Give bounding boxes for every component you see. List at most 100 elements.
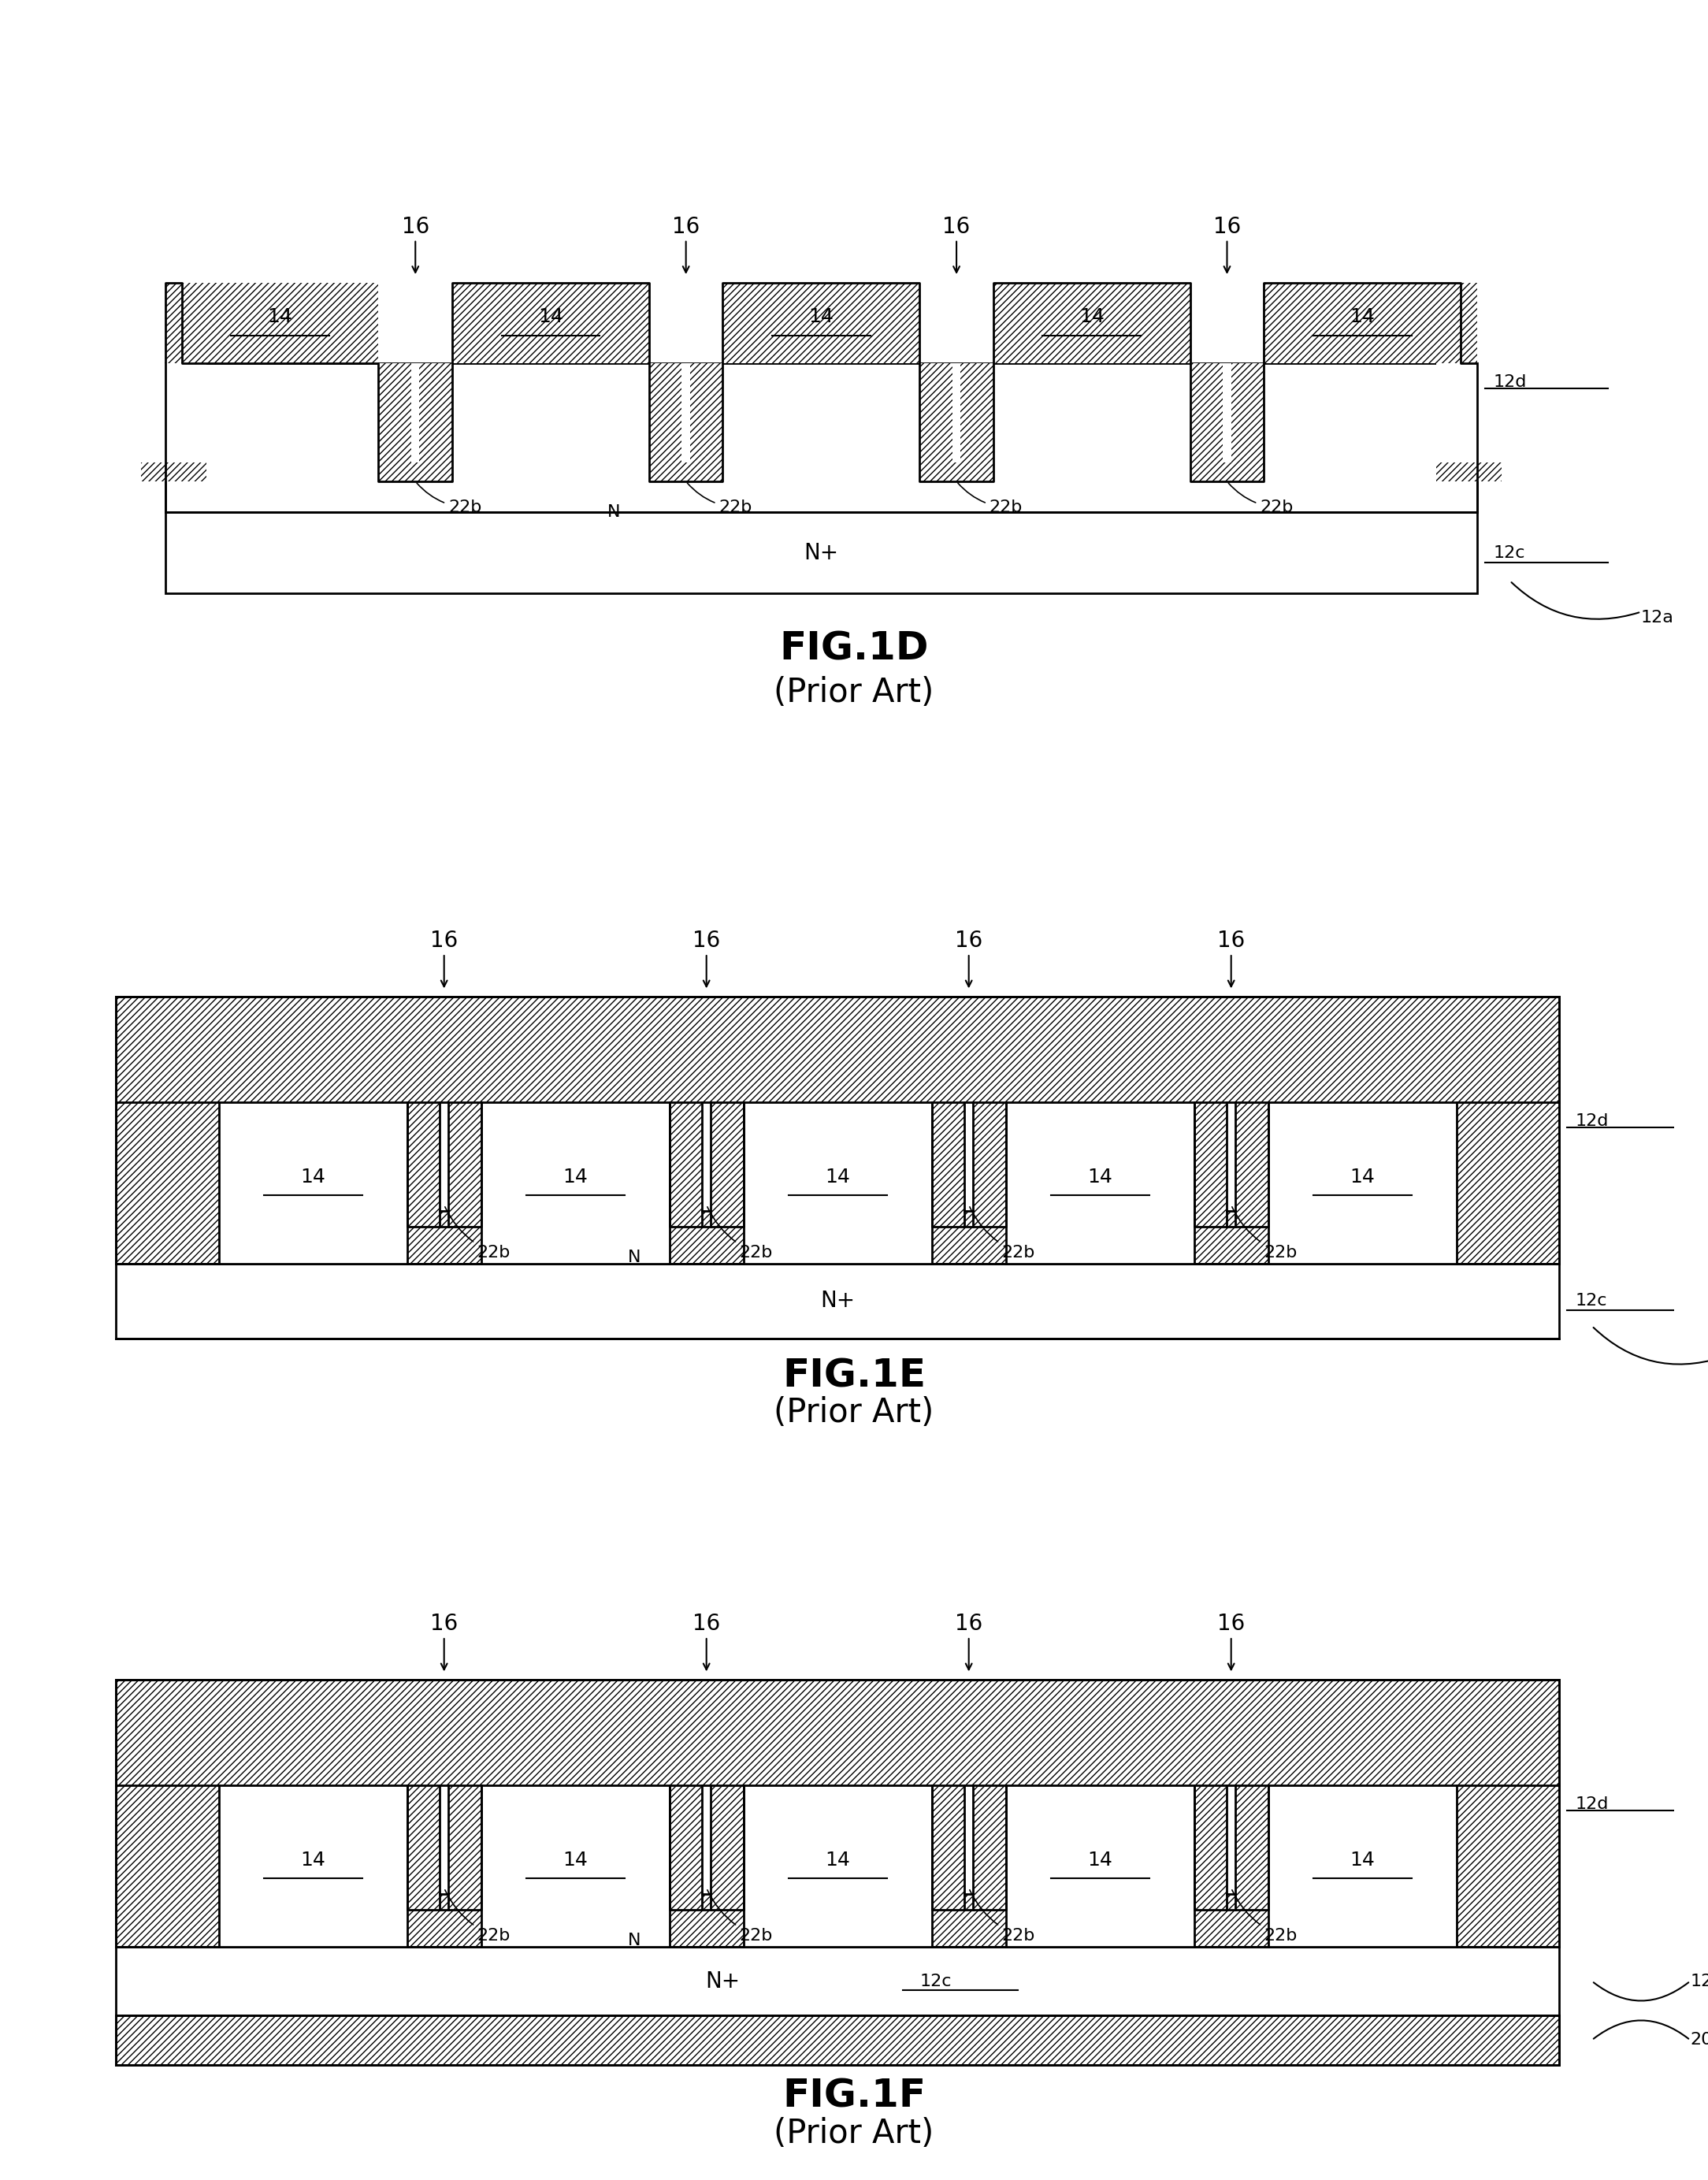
- Text: N: N: [629, 1249, 640, 1267]
- Bar: [116, 1681, 1559, 1947]
- Text: (Prior Art): (Prior Art): [774, 676, 934, 708]
- Text: 16: 16: [671, 216, 700, 238]
- Bar: [953, 462, 960, 482]
- Text: 14: 14: [1079, 307, 1105, 327]
- Bar: [412, 364, 453, 482]
- Text: 12c: 12c: [1493, 545, 1525, 560]
- Bar: [1267, 1103, 1457, 1264]
- Text: N+: N+: [705, 1971, 740, 1993]
- Text: 16: 16: [1218, 931, 1245, 953]
- Bar: [722, 283, 919, 364]
- Bar: [702, 1785, 711, 1894]
- Text: 22b: 22b: [446, 1208, 511, 1260]
- Text: 16: 16: [692, 931, 721, 953]
- Bar: [441, 1103, 447, 1212]
- Bar: [181, 283, 379, 364]
- Text: 16: 16: [943, 216, 970, 238]
- Bar: [219, 1103, 407, 1264]
- Text: 16: 16: [401, 216, 429, 238]
- Text: FIG.1E: FIG.1E: [782, 1356, 926, 1395]
- Bar: [1436, 364, 1477, 482]
- Text: 12d: 12d: [1575, 1796, 1609, 1812]
- Text: 16: 16: [1213, 216, 1242, 238]
- Bar: [1436, 364, 1501, 462]
- Text: 16: 16: [1218, 1613, 1245, 1635]
- Text: 16: 16: [430, 931, 458, 953]
- Text: 14: 14: [1088, 1168, 1112, 1186]
- Text: 14: 14: [1088, 1851, 1112, 1870]
- Text: 22b: 22b: [958, 484, 1023, 517]
- Text: 14: 14: [562, 1168, 588, 1186]
- Text: (Prior Art): (Prior Art): [774, 2117, 934, 2149]
- Text: 14: 14: [268, 307, 292, 327]
- Text: 14: 14: [538, 307, 564, 327]
- Text: 16: 16: [692, 1613, 721, 1635]
- Bar: [743, 1103, 933, 1264]
- Bar: [140, 462, 207, 482]
- Bar: [1006, 1785, 1194, 1947]
- Bar: [681, 364, 722, 482]
- Bar: [681, 364, 690, 462]
- Bar: [681, 462, 690, 482]
- Text: 12c: 12c: [1575, 1293, 1607, 1308]
- Bar: [1460, 364, 1501, 482]
- Bar: [412, 364, 420, 462]
- Bar: [953, 364, 994, 482]
- Text: 12c: 12c: [919, 1973, 951, 1988]
- Text: 12d: 12d: [1575, 1114, 1609, 1129]
- Text: 22b: 22b: [1231, 1208, 1298, 1260]
- Bar: [1226, 1785, 1235, 1894]
- Bar: [1226, 1103, 1235, 1212]
- Bar: [116, 1264, 1559, 1339]
- Text: N+: N+: [820, 1291, 856, 1312]
- Bar: [116, 2014, 1559, 2064]
- Bar: [482, 1103, 670, 1264]
- Text: FIG.1D: FIG.1D: [779, 630, 929, 667]
- Text: 12d: 12d: [1493, 375, 1527, 390]
- Text: 22b: 22b: [707, 1890, 772, 1945]
- Text: 16: 16: [955, 931, 982, 953]
- Text: 14: 14: [301, 1168, 326, 1186]
- Bar: [1190, 364, 1231, 482]
- Bar: [166, 283, 181, 364]
- Bar: [116, 996, 1559, 1264]
- Bar: [702, 1103, 711, 1212]
- Text: 22b: 22b: [687, 484, 752, 517]
- Bar: [116, 1947, 1559, 2014]
- Text: 14: 14: [808, 307, 834, 327]
- Bar: [1267, 1785, 1457, 1947]
- Bar: [140, 364, 181, 482]
- Text: 14: 14: [1349, 307, 1375, 327]
- Bar: [1264, 283, 1460, 364]
- Bar: [379, 364, 420, 482]
- Bar: [965, 1785, 974, 1894]
- Bar: [1223, 364, 1231, 462]
- Text: 20: 20: [1691, 2032, 1708, 2047]
- Bar: [219, 1785, 407, 1947]
- Bar: [1436, 462, 1501, 482]
- Text: FIG.1F: FIG.1F: [782, 2078, 926, 2115]
- Bar: [166, 512, 1477, 593]
- Text: 16: 16: [430, 1613, 458, 1635]
- Text: 22b: 22b: [1231, 1890, 1298, 1945]
- Bar: [649, 364, 690, 482]
- Text: 14: 14: [1349, 1168, 1375, 1186]
- Text: 22b: 22b: [970, 1890, 1035, 1945]
- Bar: [919, 364, 960, 482]
- Text: 14: 14: [825, 1168, 851, 1186]
- Bar: [994, 283, 1190, 364]
- Text: 16: 16: [955, 1613, 982, 1635]
- Text: 14: 14: [825, 1851, 851, 1870]
- Text: 12a: 12a: [1691, 1973, 1708, 1988]
- Bar: [166, 364, 207, 482]
- Text: 14: 14: [1349, 1851, 1375, 1870]
- Bar: [166, 364, 1477, 512]
- Text: N+: N+: [804, 543, 839, 565]
- Bar: [953, 364, 960, 462]
- Bar: [1460, 283, 1477, 364]
- Text: 22b: 22b: [707, 1208, 772, 1260]
- Text: N: N: [608, 504, 620, 521]
- Bar: [1223, 462, 1231, 482]
- Bar: [1223, 364, 1264, 482]
- Text: 14: 14: [301, 1851, 326, 1870]
